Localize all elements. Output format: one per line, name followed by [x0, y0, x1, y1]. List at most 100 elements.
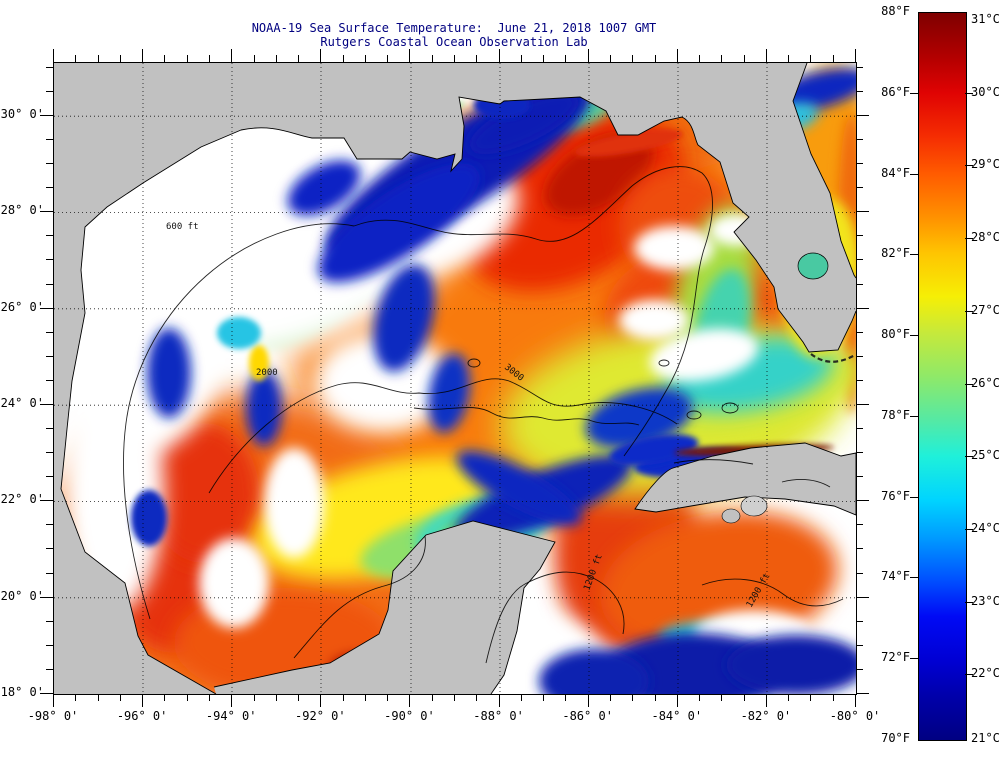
- axis-tick: [856, 669, 863, 670]
- colorbar-fahrenheit-label: 86°F: [881, 84, 910, 99]
- axis-tick: [53, 694, 54, 707]
- axis-tick: [833, 694, 834, 701]
- axis-tick: [476, 55, 477, 62]
- colorbar-tick: [910, 658, 918, 659]
- axis-tick: [744, 55, 745, 62]
- axis-tick: [856, 356, 863, 357]
- colorbar-tick: [965, 674, 973, 675]
- axis-tick: [254, 55, 255, 62]
- axis-tick: [476, 694, 477, 701]
- cuba-island: [634, 442, 856, 524]
- axis-tick: [98, 55, 99, 62]
- axis-tick: [699, 694, 700, 701]
- colorbar-fahrenheit-label: 72°F: [881, 650, 910, 665]
- axis-tick: [856, 115, 869, 116]
- axis-tick: [142, 49, 143, 62]
- x-tick-label: -96° 0': [116, 709, 168, 723]
- axis-tick: [810, 694, 811, 701]
- axis-tick: [856, 548, 863, 549]
- sea-surface-temperature-field: [61, 63, 856, 694]
- axis-tick: [766, 694, 767, 707]
- axis-tick: [543, 55, 544, 62]
- axis-tick: [187, 694, 188, 701]
- axis-tick: [46, 332, 53, 333]
- axis-tick: [856, 428, 863, 429]
- axis-tick: [565, 55, 566, 62]
- axis-tick: [46, 67, 53, 68]
- axis-tick: [788, 55, 789, 62]
- axis-tick: [856, 67, 863, 68]
- y-tick-label: 26° 0': [0, 299, 44, 314]
- axis-tick: [856, 380, 863, 381]
- axis-tick: [298, 55, 299, 62]
- axis-tick: [856, 524, 863, 525]
- x-tick-label: -94° 0': [205, 709, 257, 723]
- axis-tick: [46, 645, 53, 646]
- colorbar-tick: [910, 577, 918, 578]
- axis-tick: [53, 49, 54, 62]
- axis-tick: [231, 694, 232, 707]
- axis-tick: [856, 91, 863, 92]
- colorbar-tick: [965, 165, 973, 166]
- axis-tick: [721, 55, 722, 62]
- axis-tick: [677, 49, 678, 62]
- colorbar-celsius-label: 24°C: [971, 520, 1000, 535]
- axis-tick: [276, 55, 277, 62]
- axis-tick: [744, 694, 745, 701]
- gulf-of-mexico-map: 600 ft 2000 3000 1200 ft 1200 ft: [54, 63, 856, 694]
- axis-tick: [209, 55, 210, 62]
- axis-tick: [610, 55, 611, 62]
- colorbar-fahrenheit-label: 88°F: [881, 4, 910, 18]
- colorbar-fahrenheit-label: 80°F: [881, 327, 910, 342]
- axis-tick: [833, 55, 834, 62]
- axis-tick: [365, 55, 366, 62]
- axis-tick: [855, 49, 856, 62]
- axis-tick: [521, 694, 522, 701]
- axis-tick: [40, 500, 53, 501]
- lake-okeechobee: [797, 252, 829, 280]
- axis-tick: [856, 235, 863, 236]
- y-tick-label: 20° 0': [0, 588, 44, 603]
- axis-tick: [231, 49, 232, 62]
- x-tick-label: -88° 0': [473, 709, 524, 723]
- axis-tick: [46, 476, 53, 477]
- y-tick-label: 22° 0': [0, 492, 44, 507]
- axis-tick: [40, 404, 53, 405]
- axis-tick: [521, 55, 522, 62]
- axis-tick: [565, 694, 566, 701]
- colorbar-tick: [910, 93, 918, 94]
- colorbar-tick: [910, 416, 918, 417]
- colorbar-fahrenheit-label: 84°F: [881, 165, 910, 180]
- axis-tick: [856, 476, 863, 477]
- figure-title: NOAA-19 Sea Surface Temperature: June 21…: [251, 21, 657, 35]
- axis-tick: [387, 694, 388, 701]
- axis-tick: [46, 163, 53, 164]
- axis-tick: [856, 645, 863, 646]
- axis-tick: [46, 428, 53, 429]
- axis-tick: [142, 694, 143, 707]
- axis-tick: [46, 284, 53, 285]
- axis-tick: [856, 163, 863, 164]
- coastline: [60, 63, 856, 694]
- axis-tick: [409, 49, 410, 62]
- axis-tick: [766, 49, 767, 62]
- axis-tick: [788, 694, 789, 701]
- y-tick-label: 28° 0': [0, 203, 44, 218]
- axis-tick: [46, 669, 53, 670]
- colorbar-tick: [965, 602, 973, 603]
- axis-tick: [856, 284, 863, 285]
- axis-tick: [409, 694, 410, 707]
- axis-tick: [610, 694, 611, 701]
- axis-tick: [343, 694, 344, 701]
- axis-tick: [46, 259, 53, 260]
- axis-tick: [120, 55, 121, 62]
- axis-tick: [677, 694, 678, 707]
- axis-tick: [365, 694, 366, 701]
- contour-label: 600 ft: [166, 222, 199, 232]
- axis-tick: [856, 573, 863, 574]
- axis-tick: [40, 597, 53, 598]
- axis-tick: [40, 308, 53, 309]
- axis-tick: [856, 693, 869, 694]
- x-tick-label: -84° 0': [651, 709, 703, 723]
- colorbar-tick: [965, 529, 973, 530]
